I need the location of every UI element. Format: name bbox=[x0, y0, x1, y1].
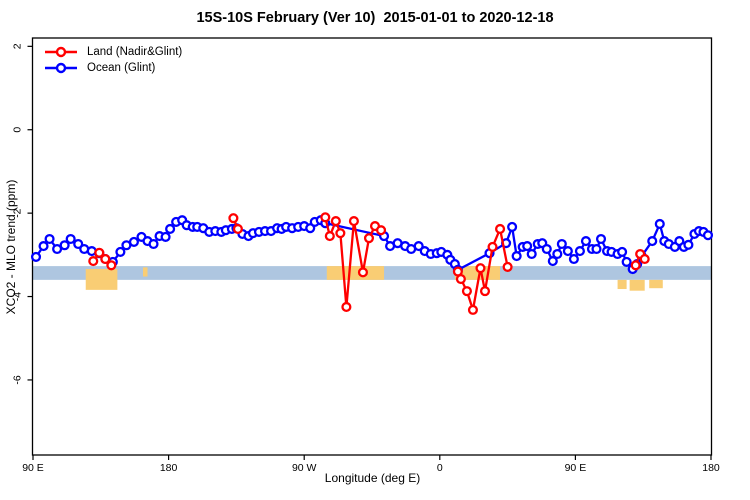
x-axis-title: Longitude (deg E) bbox=[324, 471, 421, 485]
ocean-point bbox=[556, 238, 567, 250]
ocean-point bbox=[591, 243, 602, 255]
ocean-point bbox=[547, 256, 558, 267]
land-line bbox=[324, 217, 382, 309]
land-point bbox=[324, 231, 335, 242]
land-point bbox=[341, 301, 352, 313]
ocean-point bbox=[160, 231, 171, 242]
ocean-point bbox=[511, 251, 522, 262]
legend: Land (Nadir&Glint) Ocean (Glint) bbox=[44, 44, 182, 76]
legend-item-land: Land (Nadir&Glint) bbox=[44, 44, 182, 60]
x-tick-label: 180 bbox=[702, 462, 720, 474]
land-point bbox=[502, 261, 513, 272]
ocean-point bbox=[580, 236, 591, 247]
ocean-point bbox=[165, 223, 176, 235]
ocean-point bbox=[30, 251, 42, 262]
x-tick-label: 90 W bbox=[292, 462, 317, 474]
ocean-point bbox=[52, 243, 63, 255]
chart-title: 15S-10S February (Ver 10) 2015-01-01 to … bbox=[196, 10, 554, 26]
ocean-point bbox=[44, 233, 55, 245]
land-series-swatch-icon bbox=[45, 46, 77, 58]
ocean-point bbox=[413, 241, 424, 252]
ocean-point bbox=[617, 246, 628, 257]
land-point bbox=[228, 213, 239, 224]
orange-region bbox=[326, 266, 385, 280]
ocean-point bbox=[115, 246, 126, 257]
y-tick-label: -6 bbox=[12, 375, 24, 384]
ocean-point bbox=[128, 236, 139, 247]
plot-border bbox=[31, 37, 713, 456]
land-point bbox=[320, 212, 331, 223]
land-point bbox=[363, 233, 375, 244]
land-point bbox=[475, 263, 486, 274]
orange-region bbox=[85, 269, 118, 290]
ocean-point bbox=[507, 221, 518, 232]
ocean-point bbox=[568, 253, 579, 265]
ocean-point bbox=[562, 246, 573, 257]
ocean-point bbox=[38, 241, 49, 252]
ocean-series-swatch-icon bbox=[45, 62, 77, 74]
land-point bbox=[357, 267, 369, 278]
land-point bbox=[495, 223, 506, 235]
ocean-point bbox=[59, 240, 70, 251]
ocean-point bbox=[552, 248, 563, 260]
land-point bbox=[348, 216, 359, 227]
land-point bbox=[100, 253, 111, 265]
land-point bbox=[232, 223, 243, 235]
y-axis-title: XCO2 - MLO trend (ppm) bbox=[4, 179, 18, 315]
ocean-point bbox=[526, 248, 537, 260]
ocean-point bbox=[654, 218, 665, 230]
ocean-point bbox=[647, 236, 658, 247]
ocean-point bbox=[683, 239, 694, 250]
orange-region bbox=[629, 279, 645, 291]
ocean-point bbox=[595, 233, 607, 245]
land-point bbox=[106, 260, 117, 271]
land-point bbox=[455, 273, 466, 285]
orange-region bbox=[649, 279, 663, 289]
legend-label-ocean: Ocean (Glint) bbox=[87, 62, 156, 74]
land-point bbox=[630, 260, 641, 271]
orange-region bbox=[142, 267, 148, 277]
y-tick-label: -4 bbox=[12, 292, 24, 301]
land-point bbox=[461, 286, 472, 297]
y-tick-label: 0 bbox=[12, 127, 24, 133]
ocean-point bbox=[65, 233, 76, 245]
ocean-point bbox=[522, 241, 533, 252]
y-tick-label: -2 bbox=[12, 208, 24, 217]
legend-label-land: Land (Nadir&Glint) bbox=[87, 46, 183, 58]
legend-item-ocean: Ocean (Glint) bbox=[44, 60, 182, 76]
land-point bbox=[375, 225, 387, 236]
land-point bbox=[335, 228, 346, 239]
x-tick-label: 90 E bbox=[22, 462, 44, 474]
x-tick-label: 90 E bbox=[565, 462, 587, 474]
land-point bbox=[330, 216, 341, 227]
land-point bbox=[479, 286, 491, 297]
land-point bbox=[88, 256, 99, 267]
y-tick-label: 2 bbox=[12, 43, 24, 49]
ocean-point bbox=[73, 238, 84, 250]
land-point bbox=[467, 304, 478, 315]
ocean-point bbox=[148, 238, 159, 250]
orange-region bbox=[617, 279, 627, 290]
land-point bbox=[487, 241, 498, 252]
ocean-point bbox=[702, 230, 714, 241]
ocean-point bbox=[574, 246, 585, 257]
ocean-point bbox=[621, 256, 632, 267]
land-point bbox=[94, 247, 105, 258]
land-point bbox=[639, 253, 650, 265]
x-tick-label: 180 bbox=[160, 462, 178, 474]
ocean-point bbox=[541, 243, 552, 255]
x-tick-label: 0 bbox=[437, 462, 443, 474]
